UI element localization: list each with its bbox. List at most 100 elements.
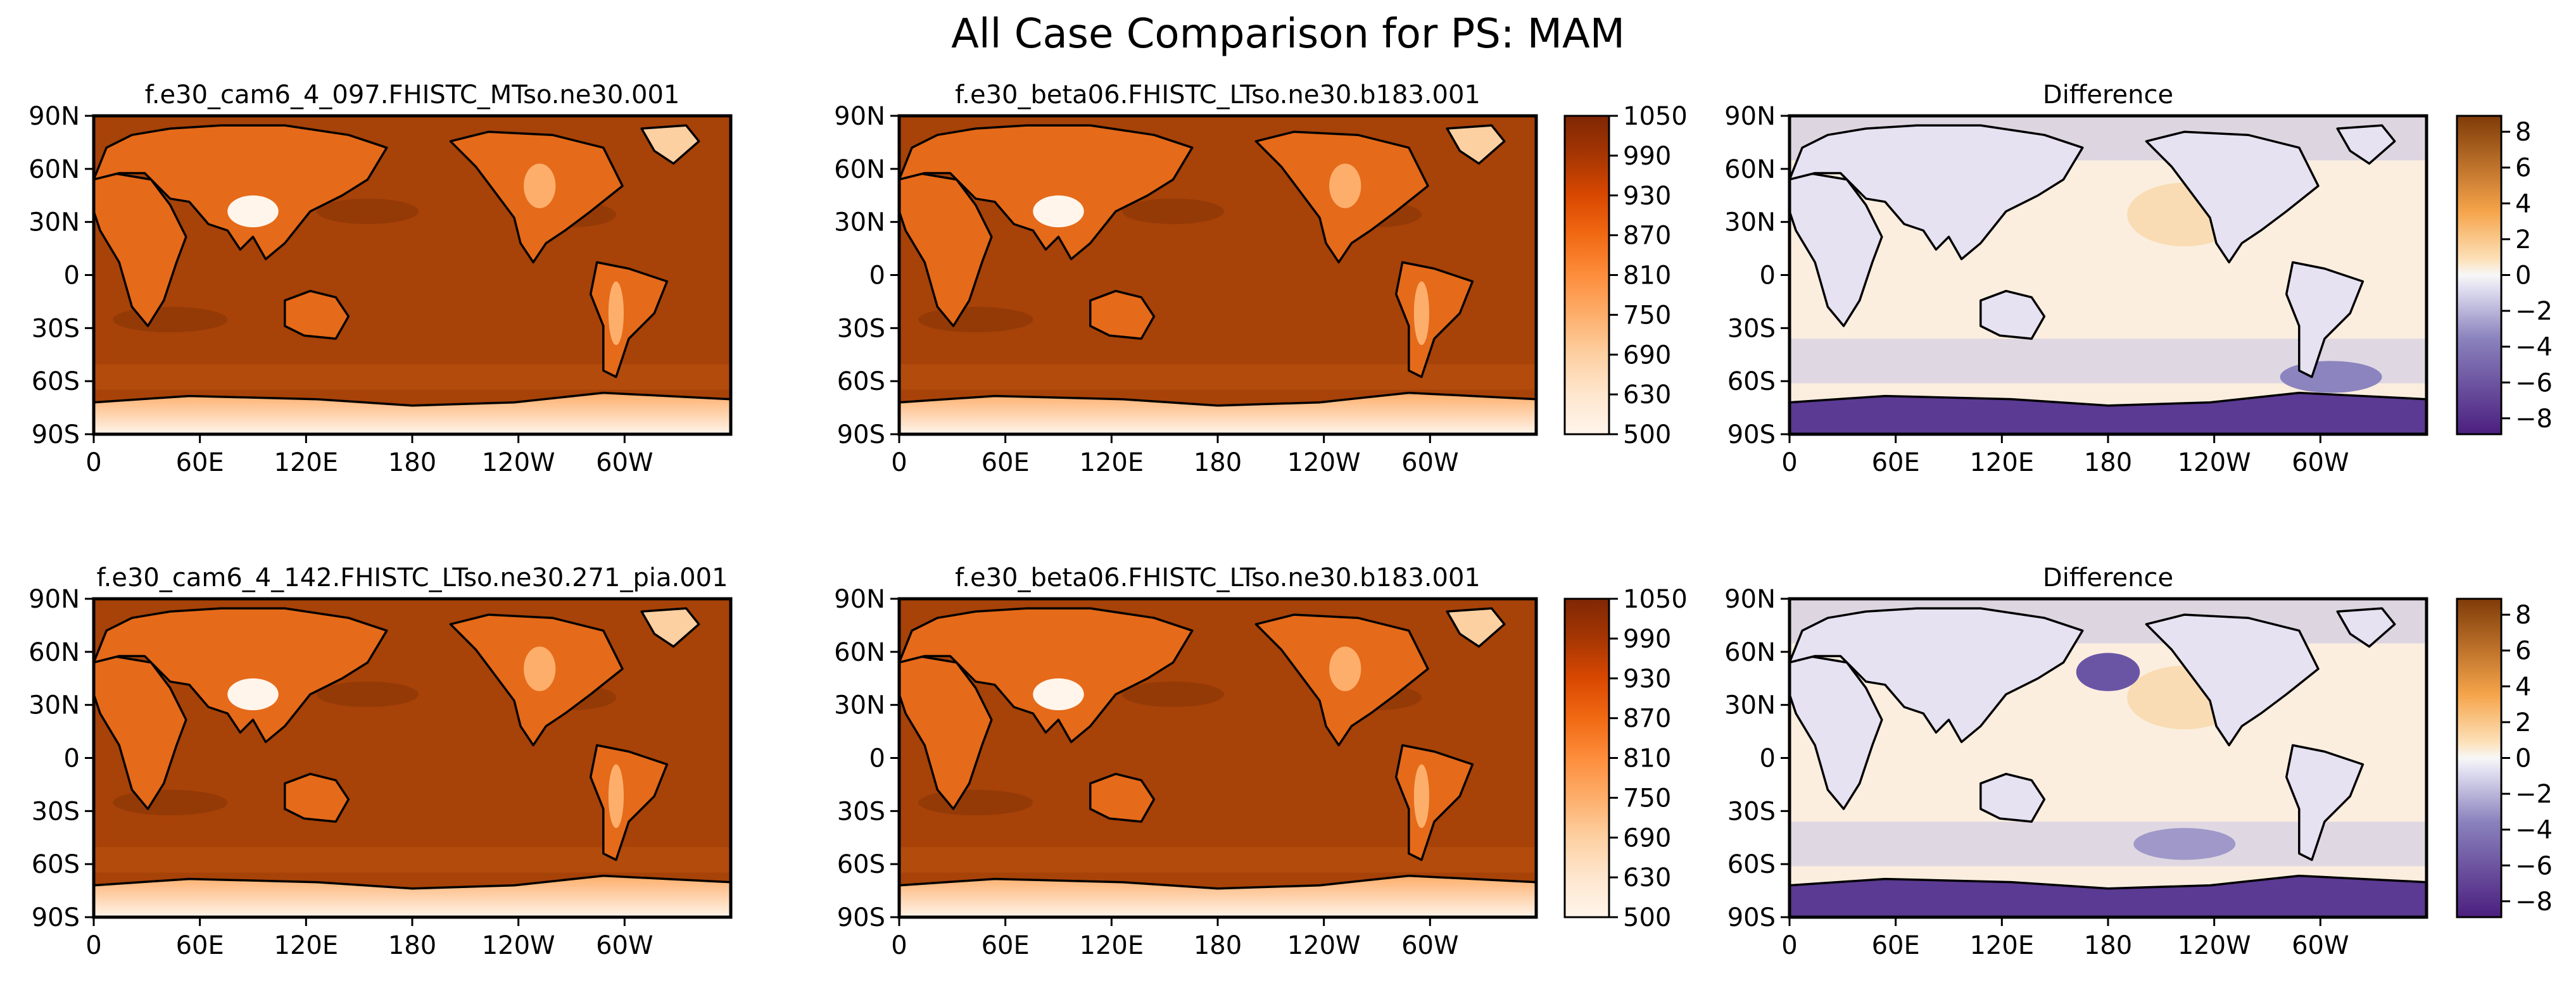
colorbar-tick-label: 1050 <box>1623 585 1688 614</box>
colorbar-tick-label: 8 <box>2515 118 2531 147</box>
lon-tick-label: 180 <box>2084 931 2132 960</box>
coastline <box>92 607 388 744</box>
colorbar-tick-label: 990 <box>1623 142 1671 171</box>
colorbar-tick-label: −4 <box>2515 333 2553 362</box>
pressure-band <box>317 681 419 708</box>
lon-tick-label: 180 <box>388 448 436 477</box>
lat-tick-label: 60S <box>837 850 885 879</box>
coastline <box>898 607 1194 744</box>
lat-tick-label: 90N <box>1724 585 1776 614</box>
lon-tick-label: 120W <box>1287 448 1361 477</box>
southern-band <box>94 364 731 390</box>
lon-tick-label: 60W <box>1401 448 1458 477</box>
lon-tick-label: 0 <box>85 448 101 477</box>
plateau <box>1033 678 1084 711</box>
lon-tick-label: 60W <box>596 931 653 960</box>
panel-title: Difference <box>2043 563 2173 592</box>
coastline <box>2145 613 2320 747</box>
lat-tick-label: 60N <box>28 638 80 667</box>
colorbar-tick-label: 4 <box>2515 672 2531 701</box>
mountains <box>608 764 624 829</box>
figure-title: All Case Comparison for PS: MAM <box>951 11 1625 58</box>
pressure-band <box>113 789 228 816</box>
lon-tick-label: 60E <box>982 448 1030 477</box>
coastline <box>589 744 669 861</box>
lat-tick-label: 0 <box>64 261 80 291</box>
coastline <box>2336 607 2396 648</box>
coastline <box>2285 744 2364 861</box>
lat-tick-label: 0 <box>1760 261 1776 291</box>
diff-band <box>1790 822 2427 867</box>
lon-tick-label: 120E <box>1970 448 2035 477</box>
lat-tick-label: 0 <box>869 744 885 773</box>
coastline <box>284 772 350 823</box>
coastline <box>2145 130 2320 264</box>
coastline <box>1446 124 1506 165</box>
lon-tick-label: 120W <box>482 931 555 960</box>
southern-band <box>94 847 731 873</box>
lon-tick-label: 120W <box>482 448 555 477</box>
colorbar-tick-label: −2 <box>2515 297 2553 326</box>
lon-tick-label: 60W <box>596 448 653 477</box>
coastline <box>589 261 669 379</box>
coastline <box>1446 607 1506 648</box>
colorbar: 1050 990 930 870 810 750 690 630 500 <box>1563 585 1688 932</box>
lon-tick-label: 60W <box>1401 931 1458 960</box>
colorbar-tick-label: −6 <box>2515 851 2553 880</box>
lon-tick-label: 180 <box>1194 931 1242 960</box>
pressure-band <box>918 789 1033 816</box>
plateau <box>227 195 279 228</box>
lon-tick-label: 0 <box>1781 448 1797 477</box>
colorbar-tick-label: 630 <box>1623 863 1671 892</box>
lat-tick-label: 90N <box>834 585 885 614</box>
colorbar-tick-label: 750 <box>1623 784 1671 813</box>
coastline <box>1979 289 2046 340</box>
pressure-band <box>1122 681 1225 708</box>
lat-tick-label: 30S <box>32 314 80 343</box>
colorbar-gradient <box>1563 598 1610 918</box>
lon-tick-label: 0 <box>891 931 907 960</box>
panel-title: Difference <box>2043 80 2173 110</box>
southern-band <box>899 847 1536 873</box>
diff-negative-anomaly <box>2280 361 2382 393</box>
colorbar-tick-label: 690 <box>1623 341 1671 370</box>
lat-tick-label: 30N <box>834 208 885 237</box>
lon-tick-label: 120E <box>274 931 339 960</box>
coastline <box>1979 772 2046 823</box>
lat-tick-label: 0 <box>869 261 885 291</box>
colorbar-tick-label: 6 <box>2515 154 2531 183</box>
lat-tick-label: 30N <box>28 691 80 720</box>
map-panel-row1-col2: f.e30_beta06.FHISTC_LTso.ne30.b183.001 0 6… <box>834 80 1688 477</box>
lon-tick-label: 60E <box>982 931 1030 960</box>
lon-tick-label: 180 <box>2084 448 2132 477</box>
coastline <box>1788 607 2084 744</box>
lat-tick-label: 90S <box>32 903 80 932</box>
colorbar-tick-label: 810 <box>1623 744 1671 773</box>
diff-negative-anomaly <box>2076 653 2140 691</box>
coastline <box>1394 261 1474 379</box>
lon-tick-label: 120W <box>1287 931 1361 960</box>
colorbar-tick-label: 2 <box>2515 708 2531 737</box>
colorbar-tick-label: −4 <box>2515 816 2553 845</box>
colorbar-gradient <box>2456 115 2503 435</box>
lat-tick-label: 60S <box>32 367 80 396</box>
lon-tick-label: 120E <box>274 448 339 477</box>
lon-tick-label: 60E <box>1872 931 1920 960</box>
plateau <box>227 678 279 711</box>
colorbar-tick-label: −8 <box>2515 887 2553 917</box>
coastline <box>640 124 700 165</box>
coastline <box>1089 289 1156 340</box>
colorbar-tick-label: 930 <box>1623 182 1671 211</box>
lat-tick-label: 90N <box>834 102 885 131</box>
colorbar-tick-label: 870 <box>1623 222 1671 251</box>
lat-tick-label: 0 <box>64 744 80 773</box>
map-panel-row2-col3: Difference 0 60E 120E 180 120W 60W 90N 60N 30N 0 30… <box>1724 563 2553 960</box>
diff-negative-anomaly <box>2133 828 2236 860</box>
lat-tick-label: 90N <box>1724 102 1776 131</box>
pressure-band <box>317 198 419 225</box>
lon-tick-label: 180 <box>1194 448 1242 477</box>
lat-tick-label: 90S <box>837 420 885 449</box>
coastline <box>898 124 1194 261</box>
lon-tick-label: 0 <box>85 931 101 960</box>
